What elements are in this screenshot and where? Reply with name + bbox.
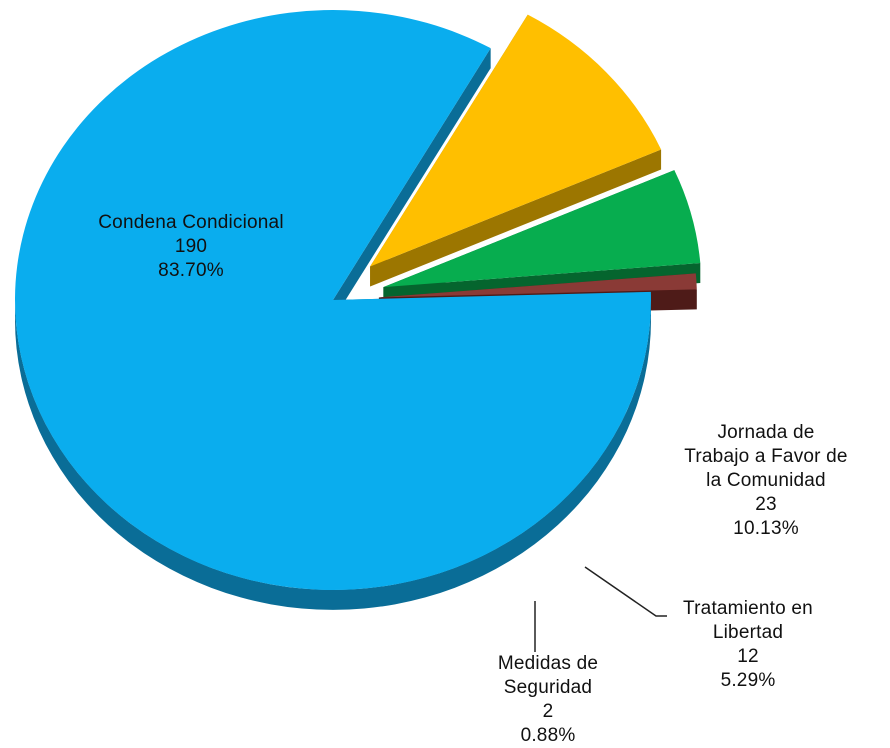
slice-condena-condicional bbox=[14, 9, 652, 591]
label-jornada-de-trabajo: Jornada de Trabajo a Favor de la Comunid… bbox=[684, 422, 848, 539]
slice-jornada-de-trabajo bbox=[370, 14, 662, 267]
slice-condena-condicional-edge-1 bbox=[333, 48, 491, 321]
leader-line-tratamiento bbox=[584, 566, 667, 617]
slice-medidas-de-seguridad bbox=[378, 273, 697, 298]
label-condena-condicional: Condena Condicional 190 83.70% bbox=[98, 212, 284, 281]
label-tratamiento-en-libertad: Tratamiento en Libertad 12 5.29% bbox=[683, 598, 813, 691]
slice-tratamiento-en-libertad bbox=[383, 170, 701, 288]
slice-jornada-de-trabajo-edge-1 bbox=[370, 149, 662, 287]
label-medidas-de-seguridad: Medidas de Seguridad 2 0.88% bbox=[497, 653, 599, 746]
